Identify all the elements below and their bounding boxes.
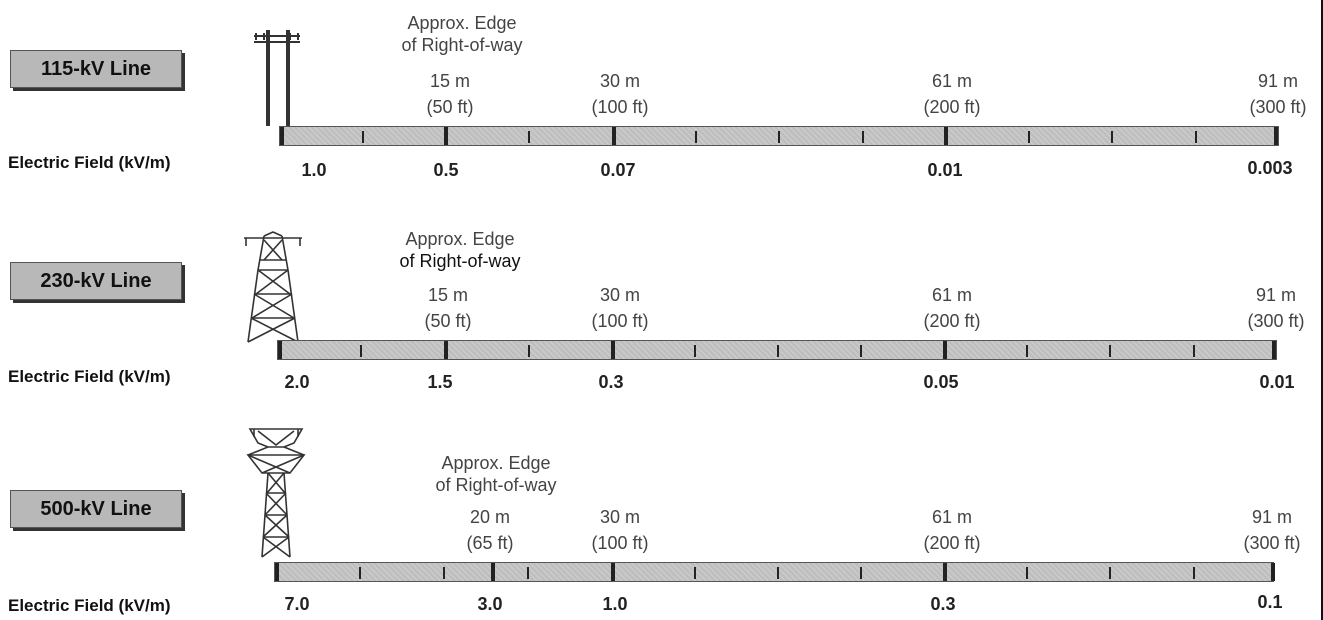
distance-15m: 15 m (50 ft) (424, 285, 472, 331)
lattice-tower-icon (244, 231, 302, 343)
distance-15m: 15 m (50 ft) (426, 71, 474, 117)
page-right-border (1321, 0, 1323, 620)
scale-tick (777, 345, 779, 357)
line-label-500kv: 500-kV Line (10, 490, 182, 528)
scale-tick (694, 345, 696, 357)
scale-tick (278, 341, 282, 359)
distance-30m: 30 m (100 ft) (591, 285, 649, 331)
distance-scale-bar-1 (279, 126, 1279, 146)
scale-tick (694, 567, 696, 579)
distance-61m: 61 m (200 ft) (923, 71, 981, 117)
field-value: 0.003 (1247, 158, 1293, 178)
scale-tick (443, 567, 445, 579)
large-lattice-tower-icon (246, 428, 306, 558)
field-value: 3.0 (477, 594, 503, 614)
field-value: 2.0 (284, 372, 310, 392)
field-value: 1.0 (602, 594, 628, 614)
scale-tick (1026, 567, 1028, 579)
field-value: 0.3 (598, 372, 624, 392)
panel-115kv: 115-kV Line Approx. Edge of Right-of-way… (0, 0, 1323, 200)
distance-91m: 91 m (300 ft) (1247, 285, 1305, 331)
scale-tick (943, 341, 947, 359)
field-label-3: Electric Field (kV/m) (8, 596, 171, 615)
field-value: 0.5 (433, 160, 459, 180)
scale-tick (943, 563, 947, 581)
scale-tick (491, 563, 495, 581)
scale-tick (1193, 345, 1195, 357)
scale-tick (275, 563, 279, 581)
field-value: 7.0 (284, 594, 310, 614)
scale-tick (527, 567, 529, 579)
field-value: 0.07 (600, 160, 636, 180)
field-value: 0.05 (923, 372, 959, 392)
distance-91m: 91 m (300 ft) (1249, 71, 1307, 117)
distance-61m: 61 m (200 ft) (923, 507, 981, 553)
scale-tick (360, 345, 362, 357)
field-label-1: Electric Field (kV/m) (8, 153, 171, 172)
scale-tick (528, 131, 530, 143)
scale-tick (444, 341, 448, 359)
scale-tick (528, 345, 530, 357)
scale-tick (777, 567, 779, 579)
distance-30m: 30 m (100 ft) (591, 507, 649, 553)
scale-tick (444, 127, 448, 145)
scale-tick (1028, 131, 1030, 143)
line-label-230kv: 230-kV Line (10, 262, 182, 300)
scale-tick (695, 131, 697, 143)
row-edge-label-2: Approx. Edge of Right-of-way (399, 229, 521, 271)
field-label-2: Electric Field (kV/m) (8, 367, 171, 386)
scale-tick (611, 341, 615, 359)
distance-scale-bar-3 (274, 562, 1275, 582)
distance-91m: 91 m (300 ft) (1243, 507, 1301, 553)
scale-tick (1109, 345, 1111, 357)
scale-tick (280, 127, 284, 145)
panel-230kv: 230-kV Line Approx. Edge of Rig (8, 229, 1305, 392)
scale-tick (1195, 131, 1197, 143)
distance-20m: 20 m (65 ft) (466, 507, 514, 553)
scale-tick (1111, 131, 1113, 143)
scale-tick (860, 567, 862, 579)
scale-tick (860, 345, 862, 357)
field-value: 0.1 (1257, 592, 1283, 612)
line-label-115kv: 115-kV Line (10, 50, 182, 88)
scale-tick (359, 567, 361, 579)
scale-tick (778, 131, 780, 143)
scale-tick (362, 131, 364, 143)
distance-30m: 30 m (100 ft) (591, 71, 649, 117)
field-value: 1.0 (301, 160, 327, 180)
scale-tick (1271, 563, 1275, 581)
row-edge-label-1: Approx. Edge of Right-of-way (401, 13, 523, 55)
scale-tick (611, 563, 615, 581)
field-value: 1.5 (427, 372, 453, 392)
distance-scale-bar-2 (277, 340, 1277, 360)
scale-tick (612, 127, 616, 145)
scale-tick (1272, 341, 1276, 359)
field-value: 0.01 (927, 160, 963, 180)
field-value: 0.3 (930, 594, 956, 614)
scale-tick (1109, 567, 1111, 579)
scale-tick (944, 127, 948, 145)
wood-pole-icon (254, 30, 300, 126)
scale-tick (1026, 345, 1028, 357)
field-value: 0.01 (1259, 372, 1295, 392)
scale-tick (862, 131, 864, 143)
distance-61m: 61 m (200 ft) (923, 285, 981, 331)
scale-tick (1274, 127, 1278, 145)
row-edge-label-3: Approx. Edge of Right-of-way (435, 453, 557, 495)
scale-tick (1193, 567, 1195, 579)
